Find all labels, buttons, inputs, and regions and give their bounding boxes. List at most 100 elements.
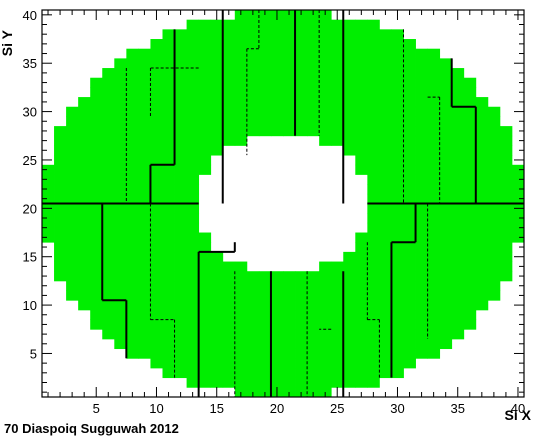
- crystal-cell: [246, 377, 260, 388]
- crystal-cell: [138, 261, 151, 272]
- crystal-cell: [246, 348, 260, 359]
- crystal-cell: [258, 280, 272, 291]
- crystal-cell: [499, 271, 513, 282]
- crystal-cell: [54, 271, 67, 282]
- crystal-cell: [331, 97, 344, 108]
- crystal-cell: [355, 48, 368, 59]
- crystal-cell: [102, 271, 115, 282]
- crystal-cell: [367, 329, 380, 340]
- crystal-cell: [114, 97, 127, 108]
- crystal-cell: [499, 184, 513, 195]
- crystal-cell: [295, 77, 308, 88]
- crystal-cell: [511, 164, 525, 175]
- crystal-cell: [487, 213, 501, 224]
- crystal-cell: [391, 48, 404, 59]
- crystal-cell: [126, 48, 139, 59]
- crystal-cell: [463, 222, 477, 233]
- crystal-cell: [343, 329, 356, 340]
- crystal-cell: [234, 300, 248, 311]
- crystal-cell: [210, 145, 224, 156]
- crystal-cell: [415, 97, 428, 108]
- crystal-cell: [162, 213, 175, 224]
- crystal-cell: [210, 367, 224, 379]
- crystal-cell: [439, 68, 453, 79]
- crystal-cell: [343, 135, 356, 146]
- crystal-cell: [403, 68, 416, 79]
- crystal-cell: [210, 126, 224, 137]
- crystal-cell: [234, 377, 248, 388]
- crystal-cell: [439, 184, 453, 195]
- crystal-cell: [427, 48, 441, 59]
- crystal-cell: [126, 97, 139, 108]
- crystal-cell: [451, 77, 465, 88]
- crystal-cell: [246, 319, 260, 330]
- footer-credit: 70 Diaspoiq Sugguwah 2012: [4, 421, 179, 436]
- crystal-cell: [451, 135, 465, 146]
- crystal-cell: [138, 338, 151, 350]
- crystal-cell: [210, 116, 224, 127]
- x-tick-label: 25: [330, 401, 344, 416]
- crystal-cell: [186, 290, 200, 301]
- crystal-cell: [162, 155, 175, 166]
- crystal-cell: [451, 300, 465, 311]
- crystal-cell: [367, 19, 380, 30]
- crystal-cell: [246, 106, 260, 117]
- crystal-cell: [126, 309, 139, 321]
- crystal-cell: [331, 309, 344, 321]
- crystal-cell: [343, 377, 356, 388]
- crystal-cell: [210, 309, 224, 321]
- crystal-cell: [246, 10, 260, 21]
- crystal-cell: [258, 19, 272, 30]
- crystal-cell: [270, 329, 284, 340]
- crystal-cell: [126, 348, 139, 359]
- crystal-cell: [78, 193, 91, 204]
- crystal-cell: [258, 348, 272, 359]
- crystal-cell: [210, 29, 224, 40]
- crystal-cell: [270, 39, 284, 50]
- crystal-cell: [246, 329, 260, 340]
- crystal-cell: [66, 155, 79, 166]
- crystal-cell: [487, 126, 501, 137]
- crystal-cell: [90, 155, 103, 166]
- crystal-cell: [403, 116, 416, 127]
- crystal-cell: [283, 77, 296, 88]
- crystal-cell: [222, 280, 236, 291]
- crystal-cell: [246, 39, 260, 50]
- crystal-cell: [415, 193, 428, 204]
- crystal-cell: [511, 222, 525, 233]
- crystal-cell: [90, 300, 103, 311]
- crystal-cell: [403, 77, 416, 88]
- crystal-cell: [138, 174, 151, 185]
- crystal-cell: [102, 300, 115, 311]
- crystal-cell: [222, 77, 236, 88]
- crystal-cell: [379, 155, 392, 166]
- crystal-cell: [270, 106, 284, 117]
- crystal-cell: [150, 97, 163, 108]
- crystal-cell: [90, 251, 103, 262]
- crystal-cell: [102, 203, 115, 214]
- crystal-cell: [295, 338, 308, 350]
- crystal-cell: [138, 290, 151, 301]
- module-boundaries: [42, 10, 524, 397]
- crystal-cell: [319, 87, 332, 98]
- crystal-cell: [186, 164, 200, 175]
- crystal-cell: [210, 261, 224, 272]
- crystal-cell: [270, 338, 284, 350]
- crystal-cell: [66, 280, 79, 291]
- crystal-cell: [295, 58, 308, 69]
- crystal-cell: [270, 87, 284, 98]
- crystal-cell: [138, 106, 151, 117]
- crystal-cell: [126, 87, 139, 98]
- crystal-cell: [427, 232, 441, 243]
- crystal-cell: [379, 261, 392, 272]
- crystal-cell: [379, 193, 392, 204]
- crystal-cell: [415, 68, 428, 79]
- crystal-cell: [126, 193, 139, 204]
- crystal-cell: [138, 164, 151, 175]
- crystal-cell: [234, 329, 248, 340]
- crystal-cell: [54, 155, 67, 166]
- crystal-cell: [222, 135, 236, 146]
- crystal-cell: [210, 338, 224, 350]
- crystal-cell: [90, 174, 103, 185]
- crystal-cell: [355, 377, 368, 388]
